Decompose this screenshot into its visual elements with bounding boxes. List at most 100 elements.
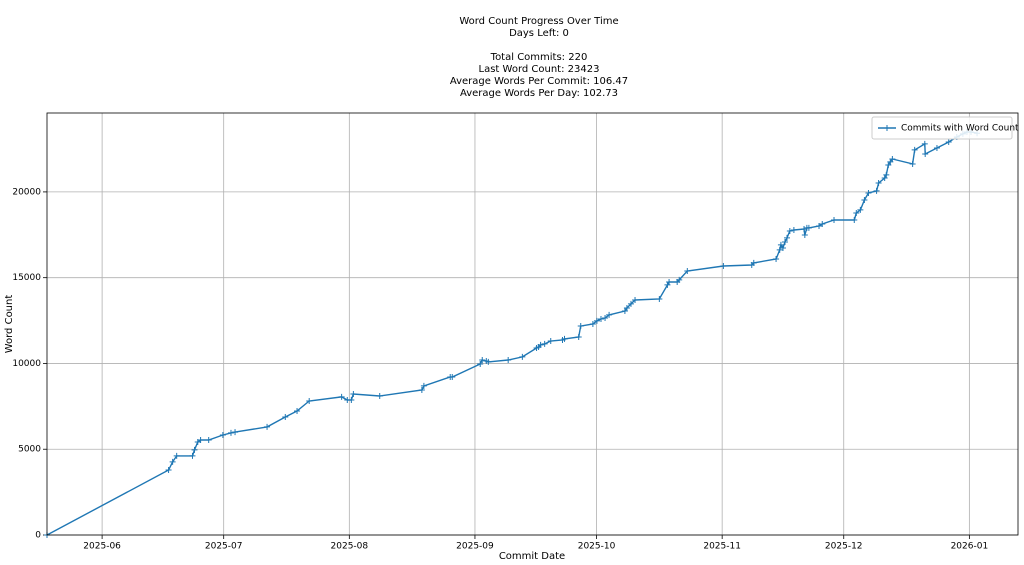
y-tick-label: 15000 bbox=[12, 273, 41, 283]
data-point bbox=[227, 429, 234, 436]
data-point bbox=[801, 225, 808, 232]
data-point bbox=[750, 259, 757, 266]
data-point bbox=[656, 295, 663, 302]
data-point bbox=[819, 220, 826, 227]
data-point bbox=[449, 374, 456, 381]
data-point bbox=[885, 161, 892, 168]
data-point bbox=[519, 353, 526, 360]
data-point bbox=[350, 390, 357, 397]
data-point bbox=[418, 387, 425, 394]
data-point bbox=[205, 436, 212, 443]
data-point bbox=[505, 357, 512, 364]
data-point bbox=[853, 210, 860, 217]
y-tick-label: 5000 bbox=[18, 445, 41, 455]
data-point bbox=[575, 334, 582, 341]
chart-title: Average Words Per Commit: 106.47 bbox=[450, 76, 628, 87]
chart-title: Days Left: 0 bbox=[509, 28, 569, 39]
data-point bbox=[831, 217, 838, 224]
data-point bbox=[541, 340, 548, 347]
data-point bbox=[922, 150, 929, 157]
y-tick-label: 20000 bbox=[12, 187, 41, 197]
data-point bbox=[191, 446, 198, 453]
data-point bbox=[889, 155, 896, 162]
data-point bbox=[197, 436, 204, 443]
data-point bbox=[589, 321, 596, 327]
data-point bbox=[547, 337, 554, 344]
data-point bbox=[632, 296, 639, 303]
x-tick-label: 2026-01 bbox=[951, 542, 989, 552]
data-point bbox=[169, 458, 176, 465]
x-axis-label: Commit Date bbox=[499, 551, 565, 562]
data-point bbox=[676, 276, 683, 283]
chart-title: Total Commits: 220 bbox=[490, 52, 588, 63]
data-point bbox=[786, 228, 793, 235]
data-point bbox=[861, 196, 868, 203]
x-tick-label: 2025-12 bbox=[825, 542, 863, 552]
data-point bbox=[264, 423, 271, 430]
data-point bbox=[684, 267, 691, 274]
data-point bbox=[779, 245, 786, 252]
x-tick-label: 2025-08 bbox=[331, 542, 369, 552]
data-point bbox=[816, 223, 823, 230]
data-point bbox=[883, 171, 890, 178]
data-point bbox=[593, 317, 600, 324]
data-point bbox=[666, 278, 673, 285]
legend-marker bbox=[884, 125, 890, 131]
x-tick-label: 2025-11 bbox=[703, 542, 741, 552]
legend-box bbox=[871, 116, 1013, 140]
data-point bbox=[165, 466, 172, 473]
chart-title: Last Word Count: 23423 bbox=[479, 64, 600, 75]
x-tick-label: 2025-07 bbox=[205, 542, 243, 552]
data-point bbox=[602, 314, 609, 321]
data-point bbox=[875, 179, 882, 186]
data-point bbox=[420, 382, 427, 389]
data-point bbox=[790, 226, 797, 233]
data-point bbox=[597, 316, 604, 323]
data-point bbox=[776, 246, 783, 253]
data-point bbox=[606, 311, 613, 318]
data-point bbox=[933, 144, 940, 151]
data-point bbox=[857, 206, 864, 213]
data-point bbox=[865, 189, 872, 196]
data-point bbox=[189, 452, 196, 459]
y-axis-label: Word Count bbox=[4, 295, 15, 354]
data-point bbox=[561, 335, 568, 342]
data-point bbox=[777, 241, 784, 248]
data-point bbox=[577, 323, 584, 330]
data-point bbox=[477, 360, 484, 367]
y-tick-label: 10000 bbox=[12, 359, 41, 369]
data-point bbox=[781, 239, 788, 246]
data-point bbox=[881, 175, 888, 182]
data-point bbox=[627, 300, 634, 307]
data-point bbox=[376, 393, 383, 400]
y-tick-label: 0 bbox=[35, 531, 41, 541]
data-point bbox=[338, 393, 345, 400]
x-tick-label: 2025-06 bbox=[83, 542, 121, 552]
data-point bbox=[348, 396, 355, 403]
x-tick-label: 2025-09 bbox=[456, 542, 494, 552]
chart-title: Word Count Progress Over Time bbox=[459, 16, 618, 27]
data-point bbox=[851, 217, 858, 224]
data-point bbox=[805, 224, 812, 231]
data-point bbox=[911, 146, 918, 153]
legend-label: Commits with Word Count bbox=[901, 124, 1019, 134]
data-point bbox=[479, 357, 486, 364]
chart-title: Average Words Per Day: 102.73 bbox=[460, 88, 618, 99]
axes-frame bbox=[46, 112, 1019, 536]
data-point bbox=[909, 160, 916, 167]
data-point bbox=[306, 398, 313, 405]
data-point bbox=[784, 234, 791, 241]
data-point bbox=[219, 431, 226, 438]
data-point bbox=[537, 341, 544, 348]
data-point bbox=[873, 187, 880, 194]
data-point bbox=[232, 429, 239, 436]
data-point bbox=[173, 452, 180, 459]
data-point bbox=[945, 138, 952, 145]
data-point bbox=[921, 140, 928, 147]
data-point bbox=[773, 255, 780, 262]
x-tick-label: 2025-10 bbox=[578, 542, 616, 552]
data-point bbox=[720, 263, 727, 270]
data-line bbox=[46, 131, 978, 536]
data-point bbox=[801, 231, 808, 238]
